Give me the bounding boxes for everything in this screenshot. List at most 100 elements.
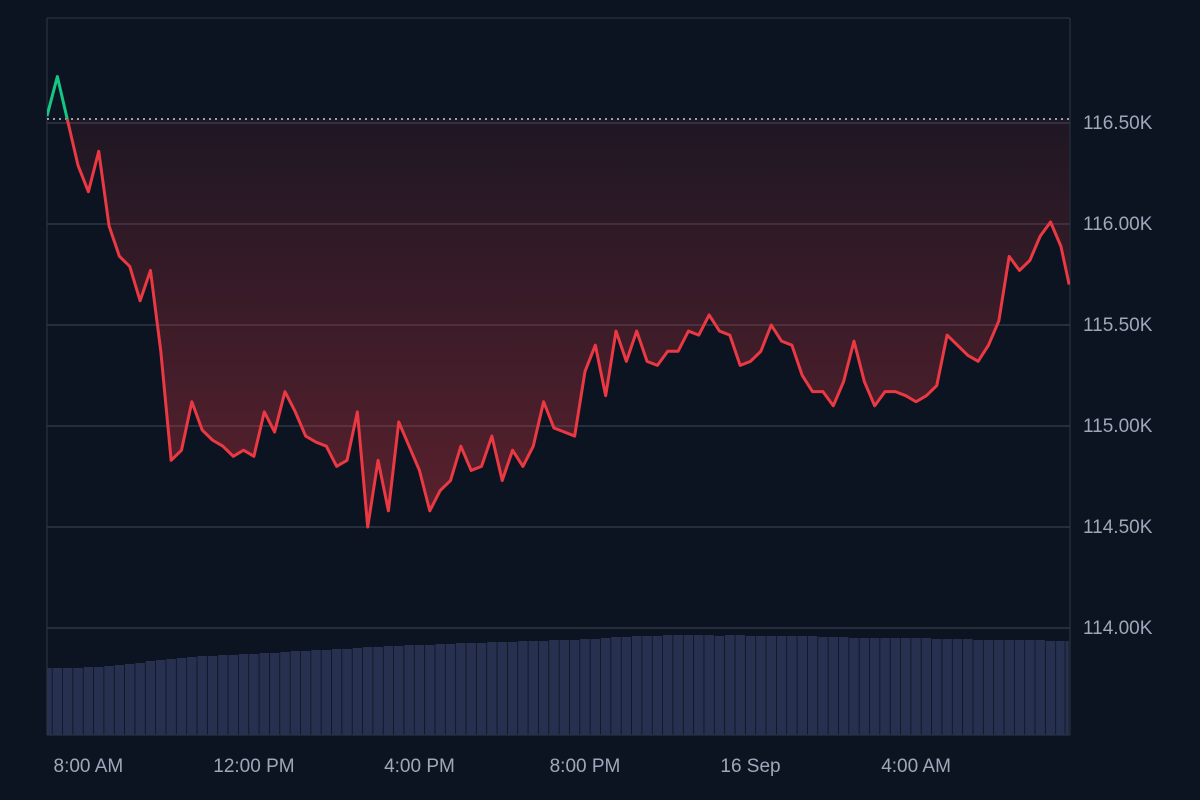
volume-bar (849, 638, 859, 735)
y-tick-label: 114.00K (1083, 618, 1153, 639)
volume-bar (445, 644, 456, 735)
volume-bar (900, 638, 911, 735)
volume-bar (952, 639, 963, 735)
volume-bar (1065, 641, 1069, 735)
volume-bar (590, 639, 601, 735)
price-area (47, 118, 1070, 527)
volume-bar (124, 664, 135, 735)
volume-bar (404, 645, 414, 735)
volume-bar (745, 636, 756, 735)
volume-bar (145, 661, 156, 735)
volume-bar (228, 655, 238, 735)
volume-bar (776, 636, 787, 735)
volume-bar (497, 642, 507, 735)
volume-bar (818, 637, 828, 735)
volume-bar (538, 641, 549, 735)
volume-bar (187, 657, 197, 735)
x-tick-label: 4:00 PM (384, 756, 455, 777)
volume-bar (859, 638, 870, 735)
volume-bar (528, 641, 539, 735)
volume-bar (756, 636, 766, 735)
volume-bar (828, 637, 839, 735)
volume-bar (83, 667, 94, 735)
volume-bar (942, 639, 952, 735)
volume-bar (331, 649, 342, 735)
volume-bar (518, 641, 528, 735)
volume-bar (93, 667, 104, 735)
x-tick-label: 8:00 AM (54, 756, 124, 777)
y-tick-label: 116.50K (1083, 113, 1153, 134)
volume-bar (931, 639, 942, 735)
volume-bar (994, 640, 1004, 735)
volume-bar (62, 668, 73, 735)
volume-bar (414, 645, 425, 735)
x-tick-label: 12:00 PM (213, 756, 294, 777)
volume-bar (104, 666, 114, 735)
volume-bar (787, 636, 797, 735)
x-tick-label: 4:00 AM (881, 756, 951, 777)
volume-bar (683, 635, 694, 735)
volume-bar (600, 638, 611, 735)
volume-bar (114, 665, 125, 735)
volume-bar (342, 649, 352, 735)
volume-bar (673, 635, 683, 735)
volume-bar (807, 636, 818, 735)
x-tick-label: 8:00 PM (550, 756, 621, 777)
volume-bar (911, 638, 921, 735)
volume-bar (476, 643, 487, 735)
y-tick-label: 115.00K (1083, 416, 1153, 437)
volume-bar (983, 640, 994, 735)
volume-bar (694, 635, 704, 735)
volume-bar (549, 640, 559, 735)
volume-bar (725, 635, 735, 735)
volume-bar (642, 636, 652, 735)
volume-bar (714, 636, 725, 735)
volume-bar (559, 640, 570, 735)
volume-bar (383, 646, 394, 735)
volume-bar (766, 636, 776, 735)
volume-bar (52, 668, 63, 735)
volume-bar (869, 638, 880, 735)
volume-bar (218, 655, 228, 735)
volume-bar (166, 659, 176, 735)
volume-bar (249, 654, 259, 735)
volume-bar (797, 636, 808, 735)
volume-bar (621, 637, 632, 735)
volume-bar (362, 647, 373, 735)
volume-bar (1045, 641, 1056, 735)
price-line-down (65, 118, 1070, 529)
volume-bar (373, 647, 383, 735)
y-tick-label: 116.00K (1083, 214, 1153, 235)
volume-bar (1056, 641, 1065, 735)
volume-bar (611, 637, 621, 735)
volume-bar (1035, 640, 1045, 735)
volume-bar (435, 644, 445, 735)
volume-bar (197, 656, 207, 735)
volume-bar (973, 640, 983, 735)
volume-bar (300, 651, 311, 735)
volume-bar (456, 643, 466, 735)
volume-bar (321, 650, 332, 735)
volume-bar (290, 651, 301, 735)
volume-bar (352, 648, 363, 735)
volume-bar (963, 639, 973, 735)
volume-bar (393, 646, 404, 735)
volume-bar (890, 638, 901, 735)
volume-bar (311, 650, 321, 735)
volume-bar (838, 637, 849, 735)
volume-bar (425, 645, 435, 735)
volume-bar (280, 652, 290, 735)
volume-bar (1004, 640, 1014, 735)
volume-bar (921, 638, 932, 735)
volume-bar (73, 668, 83, 735)
volume-bar (269, 653, 280, 735)
volume-bar (704, 635, 714, 735)
volume-bar (238, 654, 249, 735)
y-tick-label: 114.50K (1083, 517, 1153, 538)
y-tick-label: 115.50K (1083, 315, 1153, 336)
volume-bar (176, 658, 187, 735)
volume-bar (207, 656, 218, 735)
volume-bar (135, 663, 145, 735)
